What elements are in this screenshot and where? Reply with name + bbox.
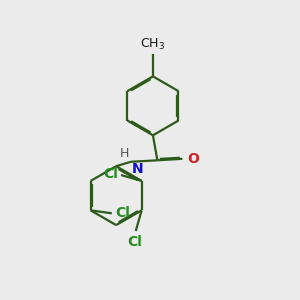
Text: O: O bbox=[188, 152, 200, 166]
Text: N: N bbox=[131, 162, 143, 176]
Text: Cl: Cl bbox=[116, 206, 130, 220]
Text: CH$_3$: CH$_3$ bbox=[140, 37, 166, 52]
Text: Cl: Cl bbox=[127, 235, 142, 248]
Text: H: H bbox=[120, 147, 129, 160]
Text: Cl: Cl bbox=[103, 167, 118, 182]
